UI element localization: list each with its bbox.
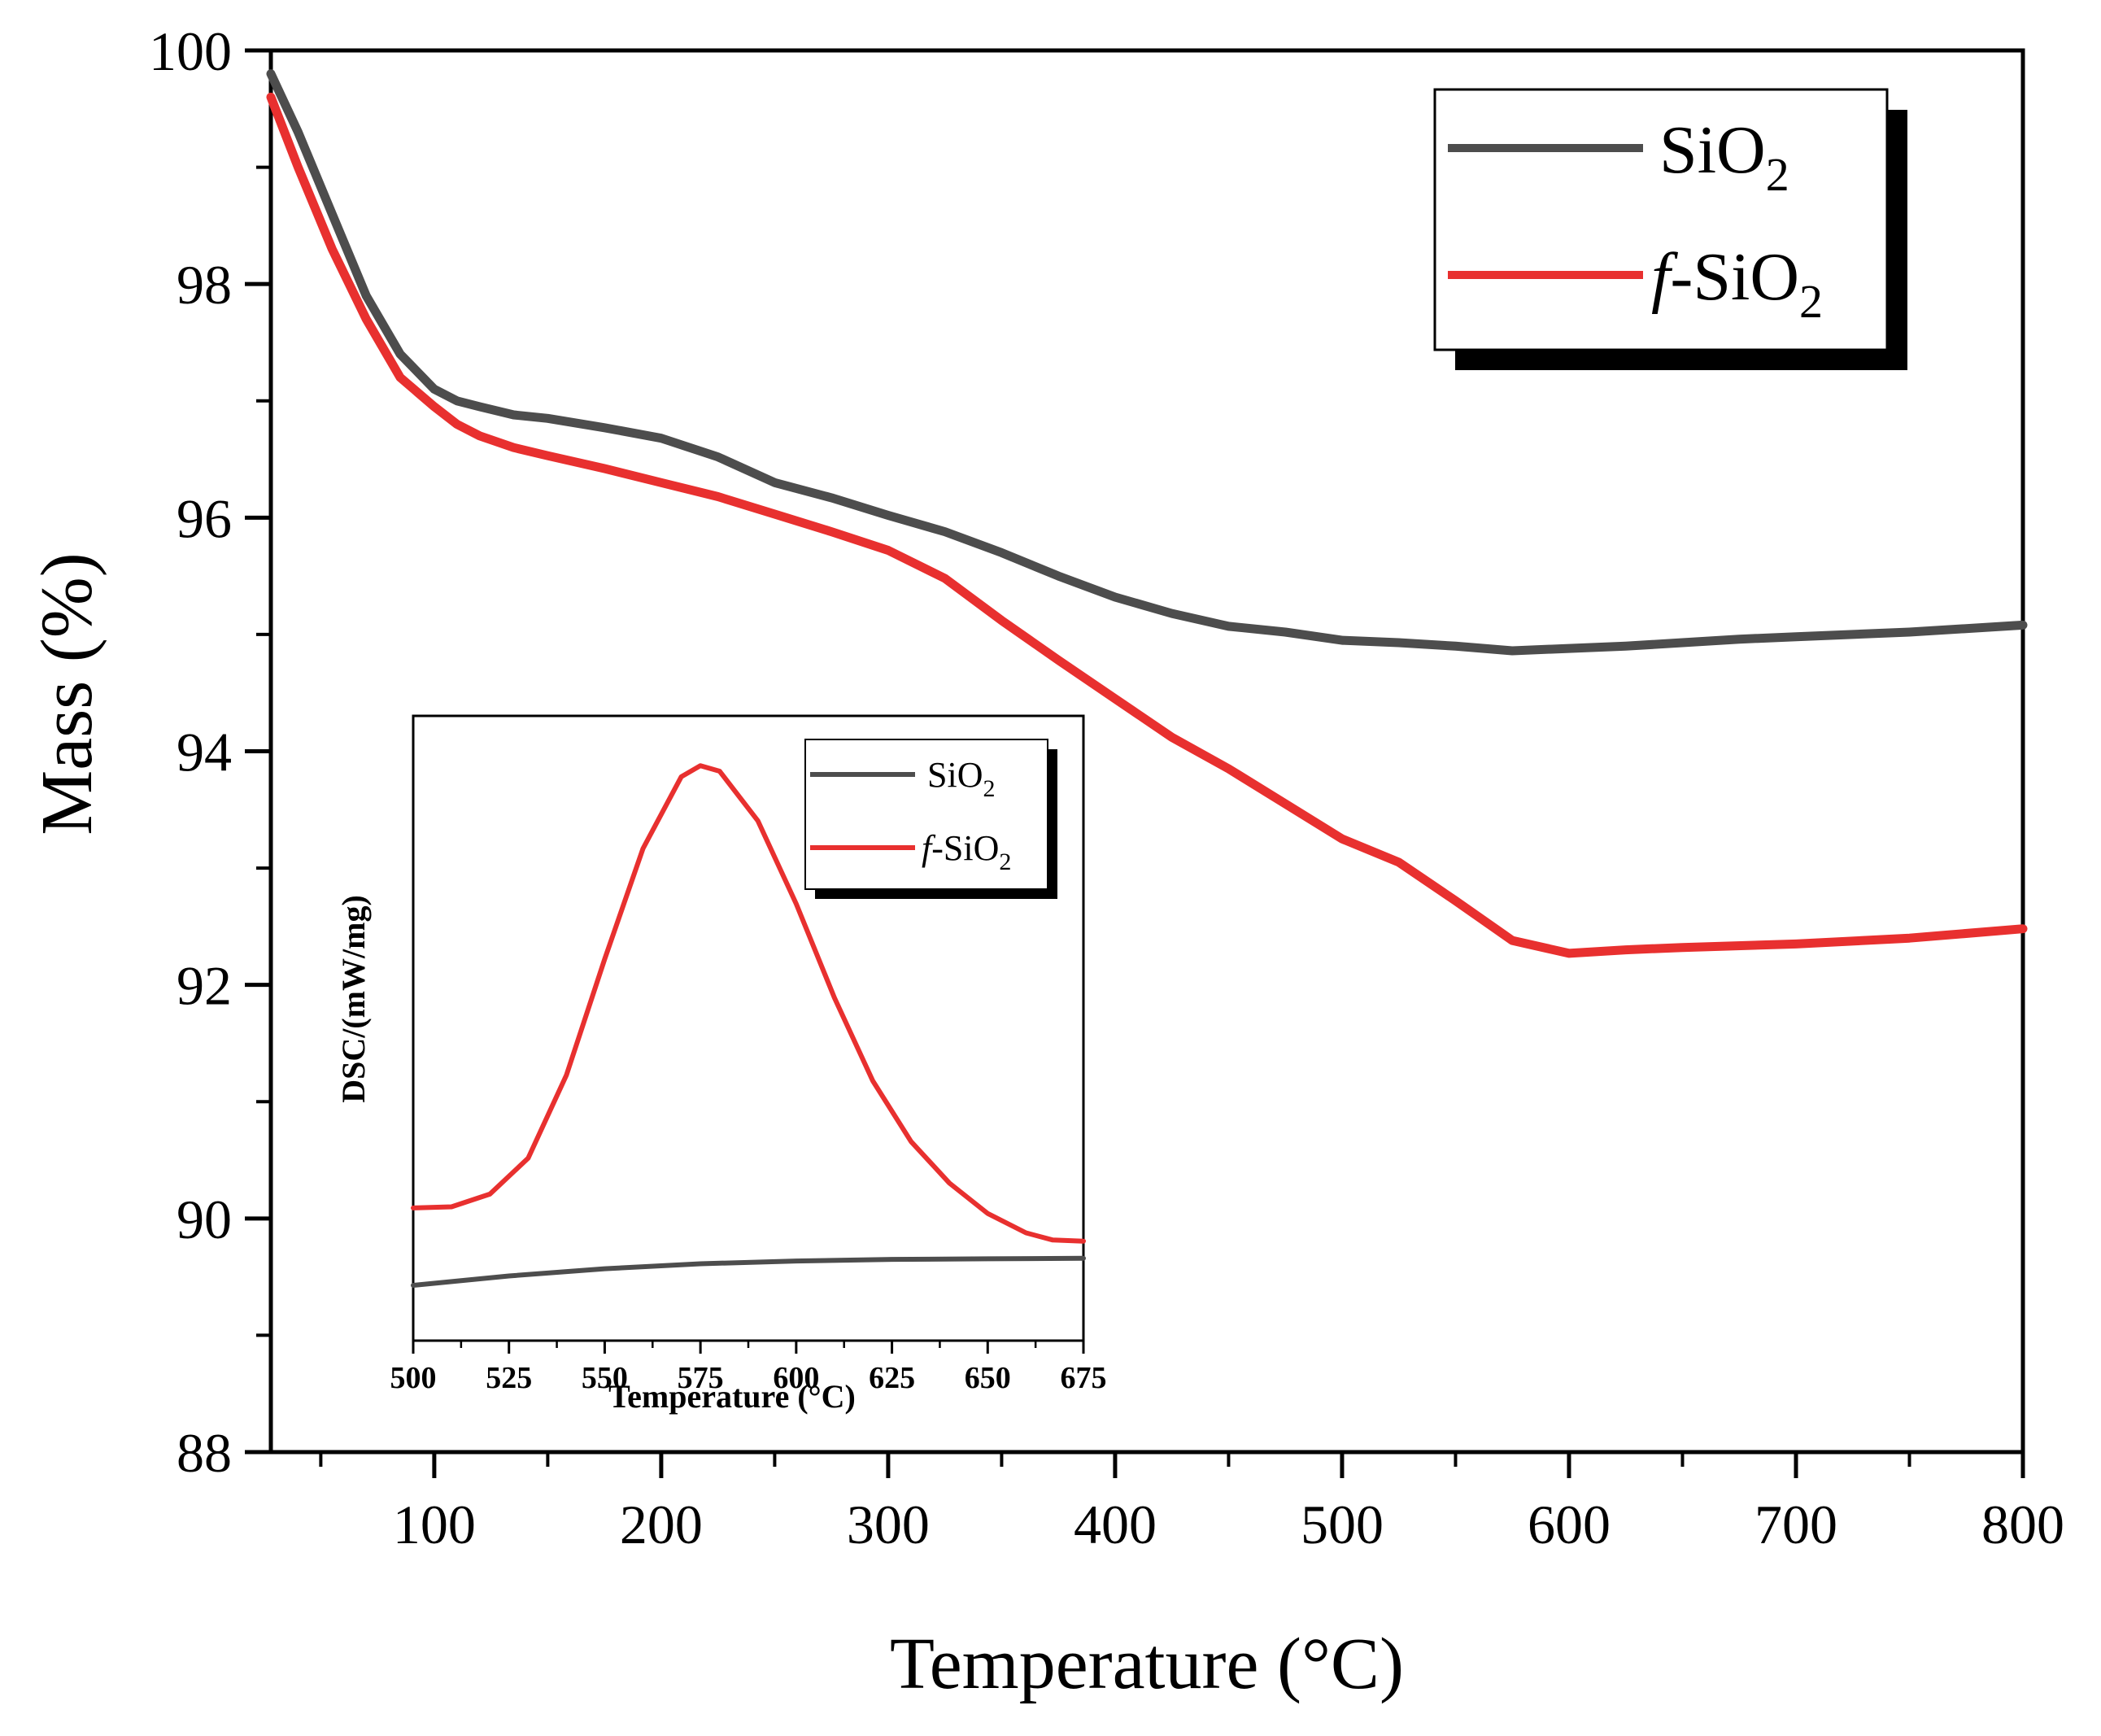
main-y-tick-label: 92 [177, 955, 232, 1017]
main-series-line-sio2 [266, 69, 2028, 656]
main-x-tick-label: 400 [1074, 1494, 1157, 1555]
main-x-tick-label: 700 [1754, 1494, 1837, 1555]
main-legend-label-fsio2: f-SiO2 [1651, 239, 1823, 328]
main-x-tick-label: 500 [1301, 1494, 1384, 1555]
main-y-tick-label: 88 [177, 1422, 232, 1484]
main-x-tick-label: 800 [1981, 1494, 2064, 1555]
main-legend: SiO2 f-SiO2 [1433, 88, 1907, 370]
inset-x-axis-title: Temperature (°C) [608, 1378, 856, 1415]
main-series [266, 69, 2028, 958]
inset-legend-box [804, 739, 1048, 890]
inset-ticks: 500 525 550 575 600 625 650 675 [390, 1341, 1107, 1395]
inset-series [411, 763, 1086, 1288]
main-ticks: 100 200 300 400 500 600 700 800 88 90 92 94 96 98 100 [149, 20, 2064, 1555]
inset-legend-label-sio2: SiO2 [927, 755, 995, 802]
main-x-tick-label: 600 [1528, 1494, 1611, 1555]
main-x-axis-title: Temperature (°C) [890, 1624, 1404, 1704]
main-y-axis-title: Mass (%) [27, 552, 107, 835]
inset-x-tick-label: 575 [678, 1361, 724, 1395]
main-y-tick-label: 98 [177, 254, 232, 316]
main-y-tick-label: 90 [177, 1189, 232, 1250]
inset-x-tick-label: 550 [582, 1361, 628, 1395]
inset-x-tick-label: 650 [965, 1361, 1011, 1395]
main-y-tick-label: 96 [177, 487, 232, 549]
inset-y-axis-title: DSC/(mW/mg) [335, 895, 372, 1103]
inset-series-line-sio2 [411, 1255, 1086, 1288]
inset-legend-label-fsio2: f-SiO2 [922, 828, 1011, 875]
inset-x-tick-label: 525 [486, 1361, 532, 1395]
main-series-line-fsio2 [266, 92, 2028, 958]
main-x-tick-label: 200 [620, 1494, 703, 1555]
main-legend-box [1433, 88, 1889, 351]
main-legend-label-sio2: SiO2 [1659, 112, 1789, 201]
inset-x-tick-label: 600 [773, 1361, 819, 1395]
inset-x-tick-label: 625 [869, 1361, 915, 1395]
main-x-tick-label: 300 [847, 1494, 930, 1555]
main-y-tick-label: 100 [149, 20, 232, 82]
inset-x-tick-label: 675 [1061, 1361, 1107, 1395]
main-y-tick-label: 94 [177, 722, 232, 783]
main-x-tick-label: 100 [393, 1494, 476, 1555]
inset-x-tick-label: 500 [390, 1361, 437, 1395]
inset-legend: SiO2 f-SiO2 [804, 739, 1057, 899]
inset-series-line-fsio2 [411, 763, 1086, 1244]
